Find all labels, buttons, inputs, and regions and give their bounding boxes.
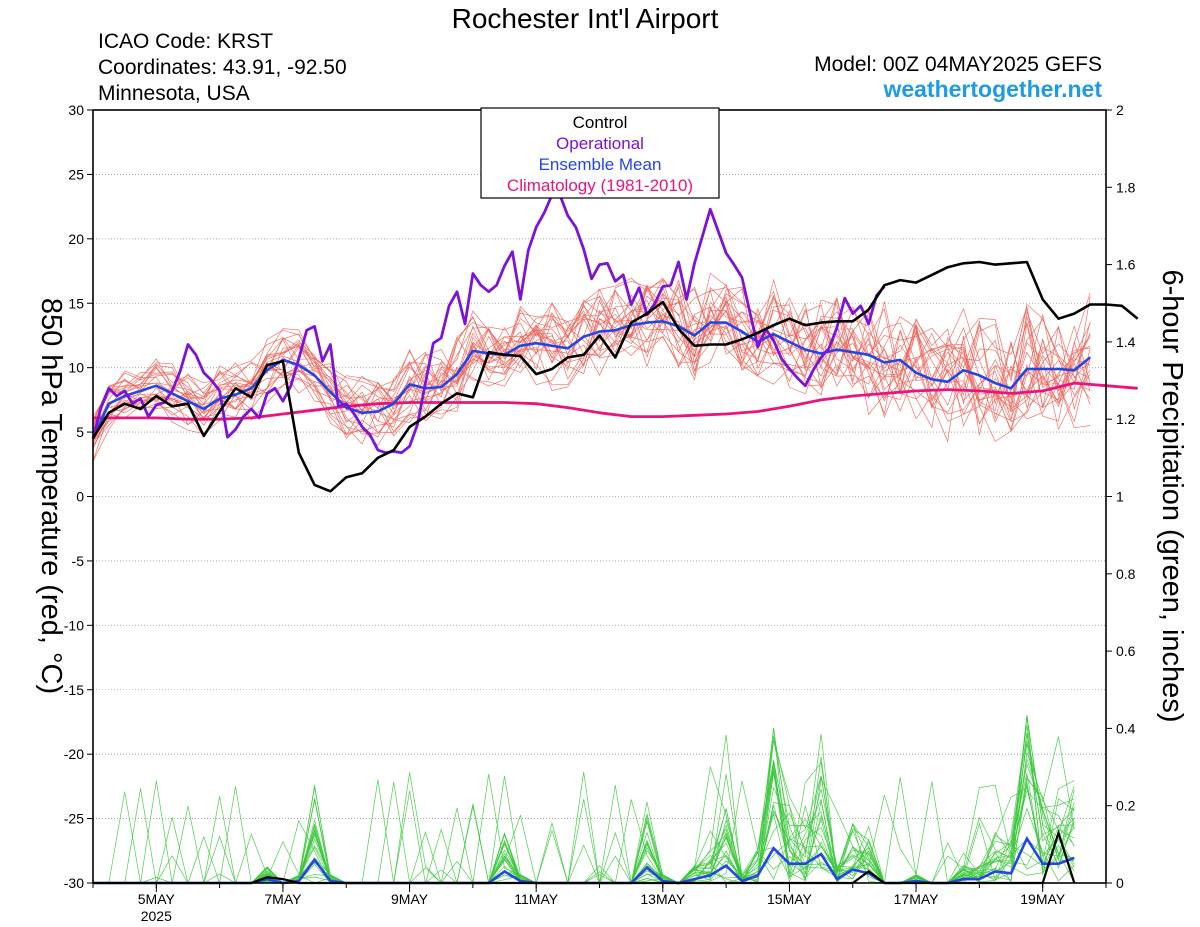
y-tick-label: -20 [64,746,84,762]
operational-line [91,193,886,455]
y2-tick-label: 0.2 [1116,798,1136,814]
temperature-member-line [92,295,1091,434]
temperature-member-line [92,303,1091,446]
x-tick-year-label: 2025 [141,908,172,924]
y2-tick-label: 1.6 [1116,257,1136,273]
climatology-line [93,381,1138,421]
x-tick-label: 13MAY [640,891,686,907]
site-name: weathertogether.net [882,76,1102,102]
y-tick-label: -10 [64,617,84,633]
x-tick-label: 7MAY [264,891,302,907]
y2-tick-label: 1 [1116,489,1124,505]
y-tick-label: 10 [68,360,84,376]
y2-tick-label: 1.4 [1116,334,1136,350]
y-tick-label: 25 [68,166,84,182]
y2-tick-label: 1.8 [1116,179,1136,195]
legend: Control Operational Ensemble Mean Climat… [480,107,720,199]
x-tick-label: 19MAY [1020,891,1066,907]
y-tick-label: 30 [68,102,84,118]
y-tick-label: -15 [64,682,84,698]
y2-axis-title: 6-hour Precipitation (green, inches) [1156,270,1188,723]
y2-tick-label: 0.8 [1116,566,1136,582]
y-tick-label: -25 [64,811,84,827]
x-tick-label: 5MAY [138,891,176,907]
legend-control: Control [573,113,628,132]
y-tick-label: -30 [64,875,84,891]
legend-climatology: Climatology (1981-2010) [507,176,693,195]
y2-tick-label: 0.4 [1116,720,1136,736]
y-axis-title: 850 hPa Temperature (red, °C) [35,298,67,694]
y2-tick-label: 0 [1116,875,1124,891]
x-tick-label: 9MAY [391,891,429,907]
y2-tick-label: 0.6 [1116,643,1136,659]
y-tick-label: 5 [76,424,84,440]
x-tick-label: 11MAY [514,891,558,907]
control-line [91,260,1139,493]
x-tick-label: 17MAY [894,891,940,907]
y-tick-label: 20 [68,231,84,247]
y-tick-label: 15 [68,295,84,311]
chart-title: Rochester Int'l Airport [452,3,719,34]
axes: 302520151050-5-10-15-20-25-3021.81.61.41… [64,102,1136,924]
temperature-member-line [92,277,1091,426]
legend-ensemble-mean: Ensemble Mean [539,155,662,174]
temperature-member-line [92,284,1091,432]
temperature-member-line [92,309,1091,443]
icao-code: ICAO Code: KRST [98,30,273,53]
temperature-member-line [92,280,1091,423]
coordinates: Coordinates: 43.91, -92.50 [98,56,347,79]
y-tick-label: 0 [76,489,84,505]
legend-box [480,107,720,199]
y2-tick-label: 1.2 [1116,411,1136,427]
region: Minnesota, USA [98,82,250,105]
x-tick-label: 15MAY [767,891,813,907]
y2-tick-label: 2 [1116,102,1124,118]
legend-operational: Operational [556,134,644,153]
y-tick-label: -5 [72,553,85,569]
temperature-member-line [92,278,1091,425]
model-run: Model: 00Z 04MAY2025 GEFS [814,53,1102,76]
